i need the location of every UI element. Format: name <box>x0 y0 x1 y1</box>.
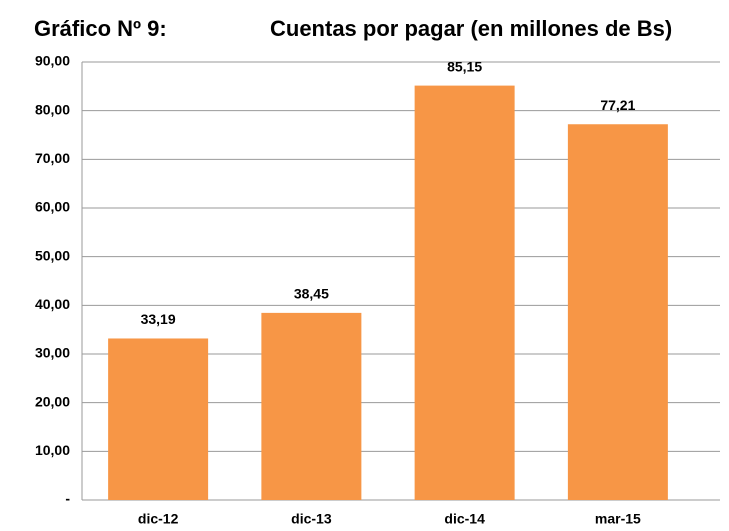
y-tick-label: 40,00 <box>35 296 70 312</box>
value-label: 77,21 <box>600 97 635 113</box>
y-tick-label: 80,00 <box>35 101 70 117</box>
value-label: 85,15 <box>447 58 482 74</box>
y-tick-label: 60,00 <box>35 199 70 215</box>
y-tick-label: 10,00 <box>35 442 70 458</box>
y-tick-label: 30,00 <box>35 345 70 361</box>
y-tick-label: 70,00 <box>35 150 70 166</box>
y-tick-label: - <box>65 491 70 507</box>
x-tick-label: mar-15 <box>595 511 641 527</box>
chart-title: Cuentas por pagar (en millones de Bs) <box>270 16 672 41</box>
value-label: 38,45 <box>294 286 329 302</box>
figure-label: Gráfico Nº 9: <box>34 16 167 41</box>
x-tick-label: dic-14 <box>444 511 485 527</box>
y-tick-label: 90,00 <box>35 53 70 69</box>
bar <box>261 312 362 500</box>
bar <box>108 338 209 500</box>
bar <box>414 85 515 500</box>
y-tick-label: 20,00 <box>35 393 70 409</box>
y-tick-label: 50,00 <box>35 247 70 263</box>
x-tick-label: dic-13 <box>291 511 332 527</box>
x-tick-label: dic-12 <box>138 511 179 527</box>
bar <box>567 124 668 501</box>
value-label: 33,19 <box>141 311 176 327</box>
